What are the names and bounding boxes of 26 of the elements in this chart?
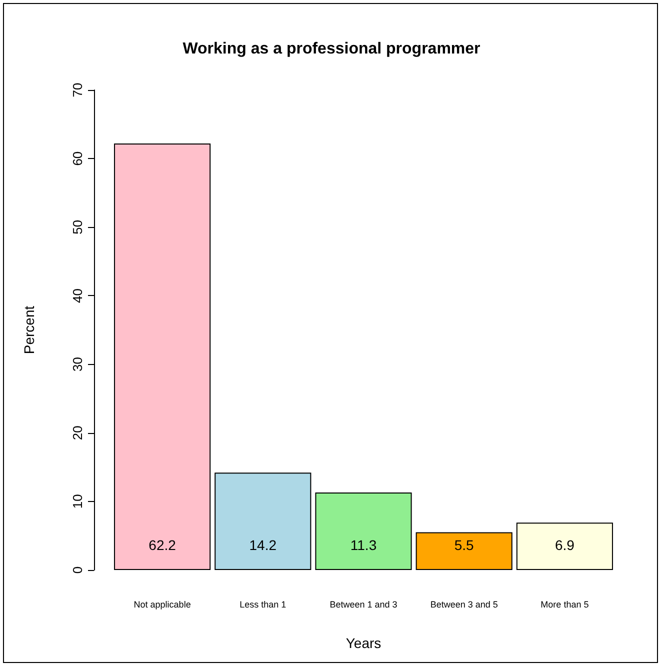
data-label: 11.3 <box>350 537 377 553</box>
y-tick-label: 30 <box>70 357 85 372</box>
bar <box>416 532 512 570</box>
bar <box>516 522 613 570</box>
y-tick-label: 0 <box>70 566 85 574</box>
data-label: 62.2 <box>148 537 176 553</box>
x-axis-title: Years <box>346 635 382 651</box>
x-tick-label: Between 1 and 3 <box>330 600 398 610</box>
bar <box>214 472 312 570</box>
y-tick-label: 40 <box>70 288 85 303</box>
x-tick-label: Not applicable <box>134 600 191 610</box>
bar <box>114 143 211 570</box>
y-tick-label: 60 <box>70 151 85 166</box>
data-label: 14.2 <box>249 537 277 553</box>
y-tick-label: 50 <box>70 220 85 234</box>
y-axis-title: Percent <box>21 306 37 354</box>
chart-title: Working as a professional programmer <box>182 40 480 58</box>
y-tick-label: 20 <box>70 426 85 440</box>
data-label: 6.9 <box>554 537 575 553</box>
y-tick-label: 70 <box>70 82 85 98</box>
x-tick-label: Between 3 and 5 <box>430 600 498 610</box>
bar <box>315 492 412 570</box>
data-label: 5.5 <box>454 537 474 553</box>
x-tick-label: More than 5 <box>540 600 589 610</box>
y-tick-label: 10 <box>70 494 85 509</box>
x-tick-label: Less than 1 <box>240 600 286 610</box>
